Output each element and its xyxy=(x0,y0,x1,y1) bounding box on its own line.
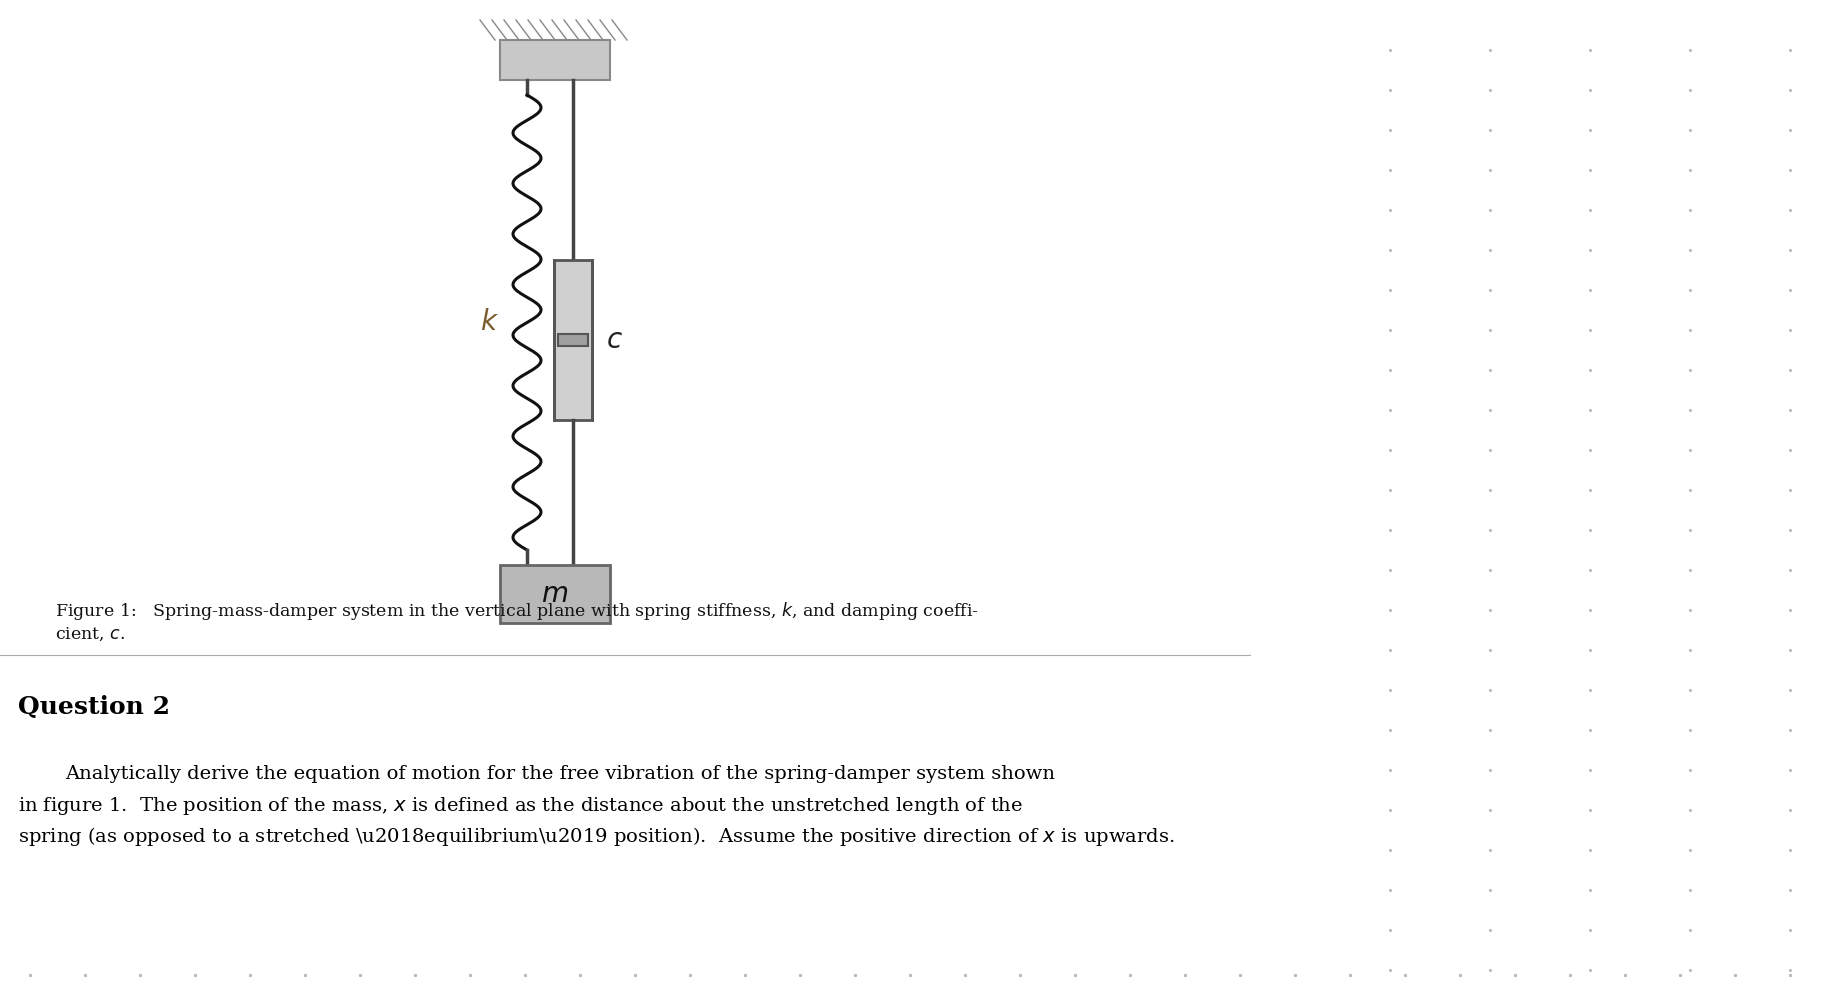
Text: Figure 1:   Spring-mass-damper system in the vertical plane with spring stiffnes: Figure 1: Spring-mass-damper system in t… xyxy=(55,600,979,622)
Text: cient, $c$.: cient, $c$. xyxy=(55,626,125,643)
Bar xyxy=(500,565,610,623)
Text: $k$: $k$ xyxy=(479,310,500,336)
Text: Question 2: Question 2 xyxy=(18,695,171,719)
Text: $m$: $m$ xyxy=(542,580,569,607)
Bar xyxy=(558,334,588,346)
Text: Analytically derive the equation of motion for the free vibration of the spring-: Analytically derive the equation of moti… xyxy=(64,765,1054,783)
Text: in figure 1.  The position of the mass, $x$ is defined as the distance about the: in figure 1. The position of the mass, $… xyxy=(18,795,1023,817)
Text: spring (as opposed to a stretched \u2018equilibrium\u2019 position).  Assume the: spring (as opposed to a stretched \u2018… xyxy=(18,825,1174,848)
Text: $c$: $c$ xyxy=(606,326,623,354)
Bar xyxy=(555,260,592,420)
Bar xyxy=(500,40,610,80)
